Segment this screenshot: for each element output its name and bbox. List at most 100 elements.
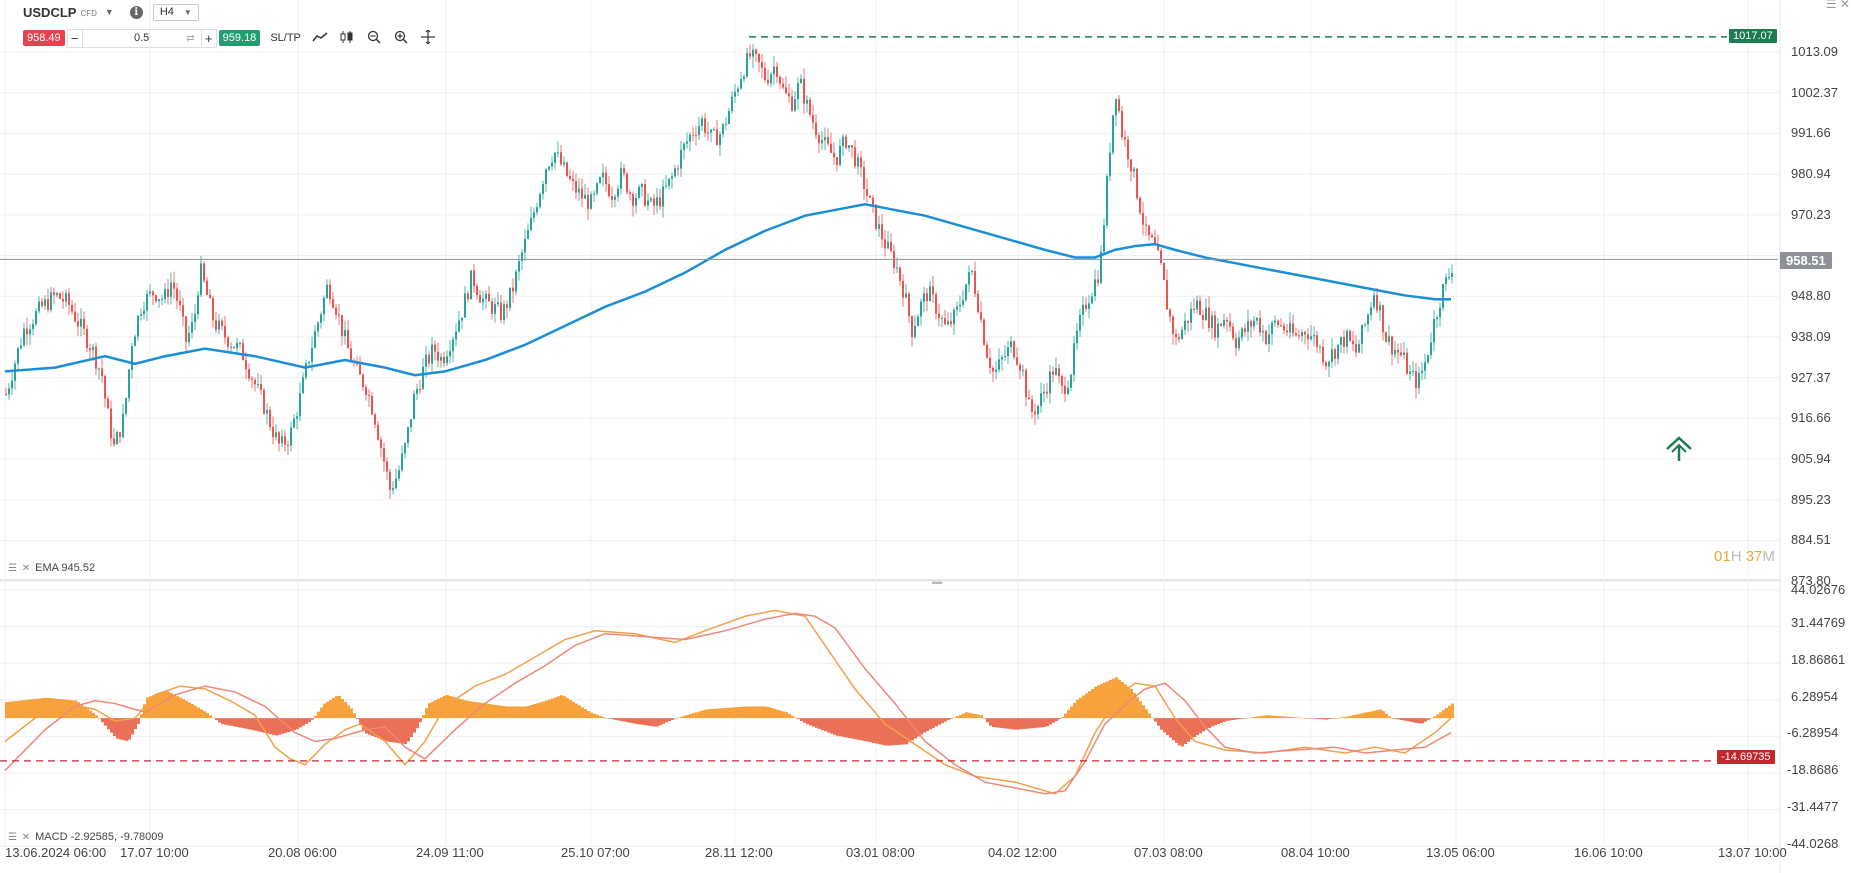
- macd-bar: [1421, 718, 1424, 724]
- candle-body: [1241, 328, 1243, 338]
- sltp-button[interactable]: SL/TP: [270, 32, 301, 44]
- candle: [839, 138, 841, 168]
- candle-body: [1088, 303, 1090, 309]
- candles-icon[interactable]: [339, 30, 355, 47]
- candle-body: [161, 298, 163, 300]
- line-chart-icon[interactable]: [312, 31, 328, 46]
- candle: [1262, 324, 1264, 342]
- macd-bar: [926, 718, 929, 732]
- symbol-dropdown-icon[interactable]: ▼: [104, 7, 114, 17]
- info-icon[interactable]: i: [129, 5, 143, 19]
- quantity-value: 0.5: [134, 31, 150, 44]
- macd-bar: [404, 718, 407, 745]
- macd-value: MACD -2.92585, -9.78009: [35, 831, 164, 843]
- macd-bar: [203, 711, 206, 719]
- candle: [1019, 362, 1021, 380]
- macd-tick-label: -18.8686: [1787, 762, 1839, 777]
- close-icon[interactable]: ☰ ✕: [1825, 0, 1850, 11]
- candle: [794, 91, 796, 113]
- macd-bar: [158, 693, 161, 719]
- macd-tick-label: -44.0268: [1787, 836, 1839, 851]
- macd-bar: [929, 718, 932, 730]
- buy-button[interactable]: 959.18: [218, 30, 261, 46]
- macd-bar: [212, 717, 215, 719]
- candle: [1292, 314, 1294, 337]
- candle-body: [917, 316, 919, 326]
- candle: [119, 431, 121, 444]
- candle: [1169, 307, 1171, 323]
- timeframe-select[interactable]: H4 ▼: [152, 3, 199, 21]
- candle: [1235, 332, 1237, 356]
- macd-bar: [410, 718, 413, 738]
- candle-body: [458, 320, 460, 332]
- candle-body: [641, 183, 643, 187]
- candle-body: [1112, 115, 1114, 153]
- macd-bar: [920, 718, 923, 735]
- quantity-input[interactable]: 0.5 ⇄: [81, 29, 202, 47]
- candle: [1310, 324, 1312, 341]
- plus-button[interactable]: +: [204, 30, 213, 46]
- candle-body: [914, 325, 916, 338]
- zoom-out-icon[interactable]: [366, 30, 382, 47]
- macd-bar: [578, 705, 581, 719]
- candle: [506, 300, 508, 319]
- candle: [272, 416, 274, 445]
- symbol-name[interactable]: USDCLP: [23, 4, 77, 20]
- candle: [188, 325, 190, 347]
- macd-bar: [995, 718, 998, 728]
- candle-body: [800, 78, 802, 83]
- macd-bar: [1316, 718, 1319, 719]
- macd-bar: [290, 718, 293, 732]
- macd-bar: [1229, 718, 1232, 721]
- candle: [1382, 304, 1384, 341]
- candle: [1322, 339, 1324, 367]
- macd-bar: [1349, 715, 1352, 719]
- candle-body: [1307, 334, 1309, 340]
- candle: [1106, 173, 1108, 229]
- macd-bar: [749, 706, 752, 719]
- candle-body: [686, 141, 688, 144]
- pane-resize-handle: [932, 581, 942, 584]
- macd-bar: [1265, 715, 1268, 719]
- candle: [593, 190, 595, 202]
- candle-body: [1451, 273, 1453, 277]
- candle: [14, 360, 16, 390]
- indicator-menu-icon[interactable]: ☰ ✕: [8, 562, 32, 574]
- candle-body: [209, 294, 211, 299]
- macd-menu-icon[interactable]: ☰ ✕: [8, 831, 32, 843]
- candle: [566, 161, 568, 178]
- crosshair-icon[interactable]: [420, 28, 436, 47]
- macd-bar: [605, 718, 608, 719]
- macd-bar: [1097, 685, 1100, 719]
- macd-bar: [1379, 709, 1382, 719]
- candle: [878, 215, 880, 237]
- quantity-stepper[interactable]: − 0.5 ⇄ +: [66, 28, 217, 48]
- candle-body: [1442, 283, 1444, 308]
- zoom-in-icon[interactable]: [393, 30, 409, 47]
- sell-button[interactable]: 958.49: [23, 30, 65, 46]
- swap-icon[interactable]: ⇄: [186, 32, 195, 44]
- candle-body: [911, 316, 913, 338]
- candle-body: [725, 123, 727, 125]
- candle: [1223, 314, 1225, 329]
- macd-bar: [1274, 715, 1277, 719]
- candle: [173, 271, 175, 299]
- candle-body: [1322, 346, 1324, 363]
- candle-body: [1349, 330, 1351, 341]
- candle-body: [251, 378, 253, 380]
- macd-bar: [1352, 715, 1355, 719]
- minus-button[interactable]: −: [70, 30, 79, 46]
- candle-body: [1298, 335, 1300, 337]
- candle: [1367, 312, 1369, 332]
- macd-bar: [110, 718, 113, 733]
- macd-bar: [416, 718, 419, 729]
- candle-body: [1052, 371, 1054, 375]
- candle-body: [302, 377, 304, 394]
- macd-bar: [338, 695, 341, 719]
- candle-body: [1013, 341, 1015, 358]
- macd-bar: [1319, 718, 1322, 720]
- candle-body: [77, 321, 79, 327]
- candle-body: [896, 267, 898, 269]
- candle-body: [1148, 225, 1150, 236]
